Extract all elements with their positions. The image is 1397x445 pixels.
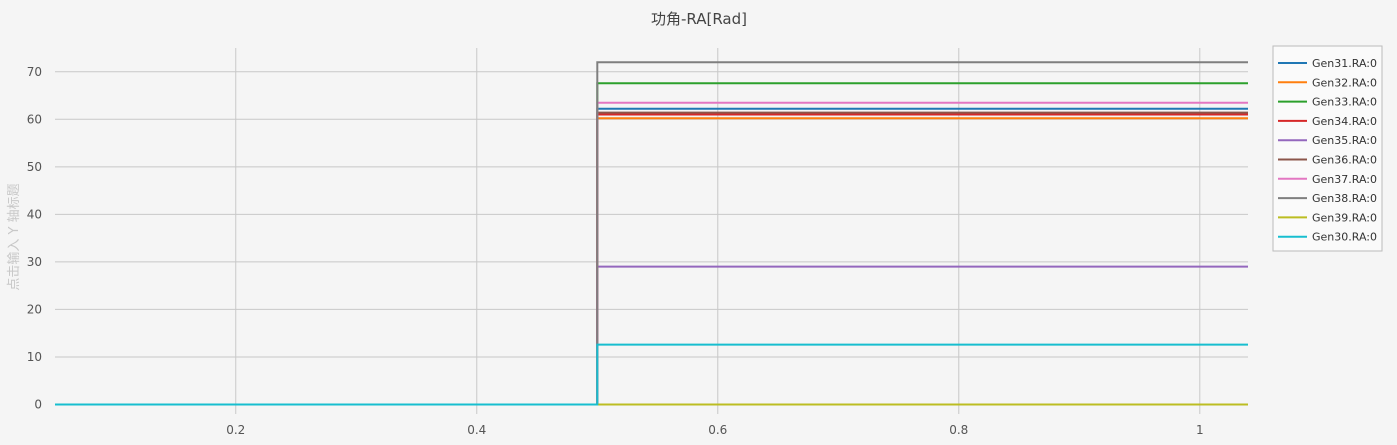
y-tick-label: 50 <box>27 160 42 174</box>
series-line-7 <box>55 101 1248 406</box>
series-line-10 <box>55 343 1248 406</box>
series-line-4 <box>55 113 1248 406</box>
legend-item-label[interactable]: Gen34.RA:0 <box>1312 115 1377 128</box>
legend-item-label[interactable]: Gen38.RA:0 <box>1312 192 1377 205</box>
y-tick-label: 60 <box>27 112 42 126</box>
legend-item-label[interactable]: Gen35.RA:0 <box>1312 134 1377 147</box>
legend[interactable]: Gen31.RA:0 Gen32.RA:0 Gen33.RA:0 Gen34.RA:0… <box>1272 45 1383 252</box>
x-tick-label: 0.2 <box>226 423 245 437</box>
series-line-5 <box>55 265 1248 406</box>
legend-item-label[interactable]: Gen33.RA:0 <box>1312 96 1377 109</box>
y-tick-label: 70 <box>27 65 42 79</box>
x-tick-label: 0.8 <box>949 423 968 437</box>
legend-item-label[interactable]: Gen37.RA:0 <box>1312 173 1377 186</box>
legend-item-label[interactable]: Gen31.RA:0 <box>1312 57 1377 70</box>
y-tick-label: 40 <box>27 207 42 221</box>
chart-title: 功角-RA[Rad] <box>651 10 747 28</box>
y-tick-label: 20 <box>27 302 42 316</box>
series-line-1 <box>55 107 1248 406</box>
x-tick-label: 1 <box>1196 423 1204 437</box>
legend-item-label[interactable]: Gen39.RA:0 <box>1312 211 1377 224</box>
x-tick-label: 0.4 <box>467 423 486 437</box>
legend-item-label[interactable]: Gen32.RA:0 <box>1312 76 1377 89</box>
y-axis-title[interactable]: 点击输入 Y 轴标题 <box>6 183 22 290</box>
series-line-3 <box>55 82 1248 406</box>
series-line-6 <box>55 111 1248 406</box>
series-lines <box>55 61 1248 406</box>
y-tick-label: 10 <box>27 350 42 364</box>
legend-item-label[interactable]: Gen30.RA:0 <box>1312 231 1377 244</box>
y-tick-label: 30 <box>27 255 42 269</box>
x-tick-label: 0.6 <box>708 423 727 437</box>
y-tick-label: 0 <box>34 397 42 411</box>
legend-item-label[interactable]: Gen36.RA:0 <box>1312 154 1377 167</box>
